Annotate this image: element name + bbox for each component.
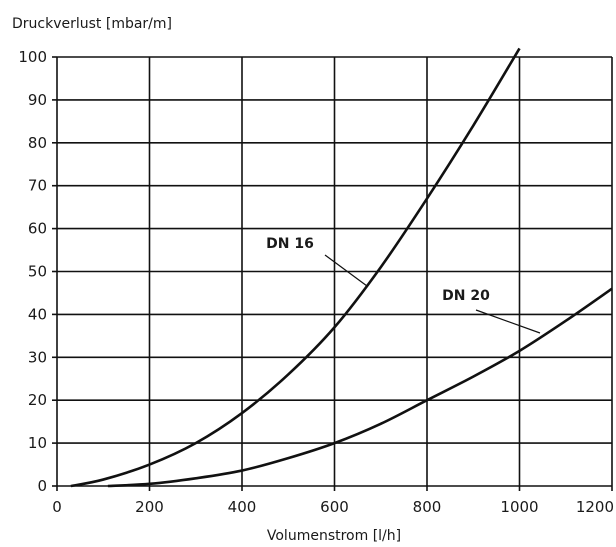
x-tick-label: 1200: [576, 498, 614, 516]
x-tick-label: 1000: [500, 498, 538, 516]
y-tick-label: 40: [28, 305, 47, 323]
leader-line-dn-20: [475, 309, 541, 334]
grid: [52, 56, 613, 491]
x-tick-label: 0: [52, 498, 62, 516]
y-tick-label: 10: [28, 434, 47, 452]
y-tick-label: 0: [37, 477, 47, 495]
y-tick-label: 70: [28, 177, 47, 195]
y-tick-labels: 0 10 20 30 40 50 60 70 80 90 100: [18, 48, 47, 495]
curve-label-dn-20: DN 20: [442, 288, 490, 304]
curve-dn-20: [107, 287, 613, 488]
y-tick-label: 30: [28, 348, 47, 366]
x-tick-label: 600: [320, 498, 349, 516]
y-axis-label: Druckverlust [mbar/m]: [12, 16, 172, 32]
curve-labels: DN 16 DN 20: [266, 236, 541, 334]
x-tick-label: 400: [228, 498, 257, 516]
y-tick-label: 50: [28, 263, 47, 281]
curve-dn-16: [70, 47, 521, 488]
curve-label-dn-16: DN 16: [266, 236, 314, 252]
x-axis-label: Volumenstrom [l/h]: [267, 528, 401, 544]
y-tick-label: 80: [28, 134, 47, 152]
curves: [70, 47, 613, 488]
x-tick-label: 200: [135, 498, 164, 516]
y-tick-label: 20: [28, 391, 47, 409]
y-tick-label: 100: [18, 48, 47, 66]
y-tick-label: 60: [28, 220, 47, 238]
leader-line-dn-16: [324, 254, 368, 287]
x-tick-labels: 0 200 400 600 800 1000 1200: [52, 498, 614, 516]
x-tick-label: 800: [413, 498, 442, 516]
y-tick-label: 90: [28, 91, 47, 109]
